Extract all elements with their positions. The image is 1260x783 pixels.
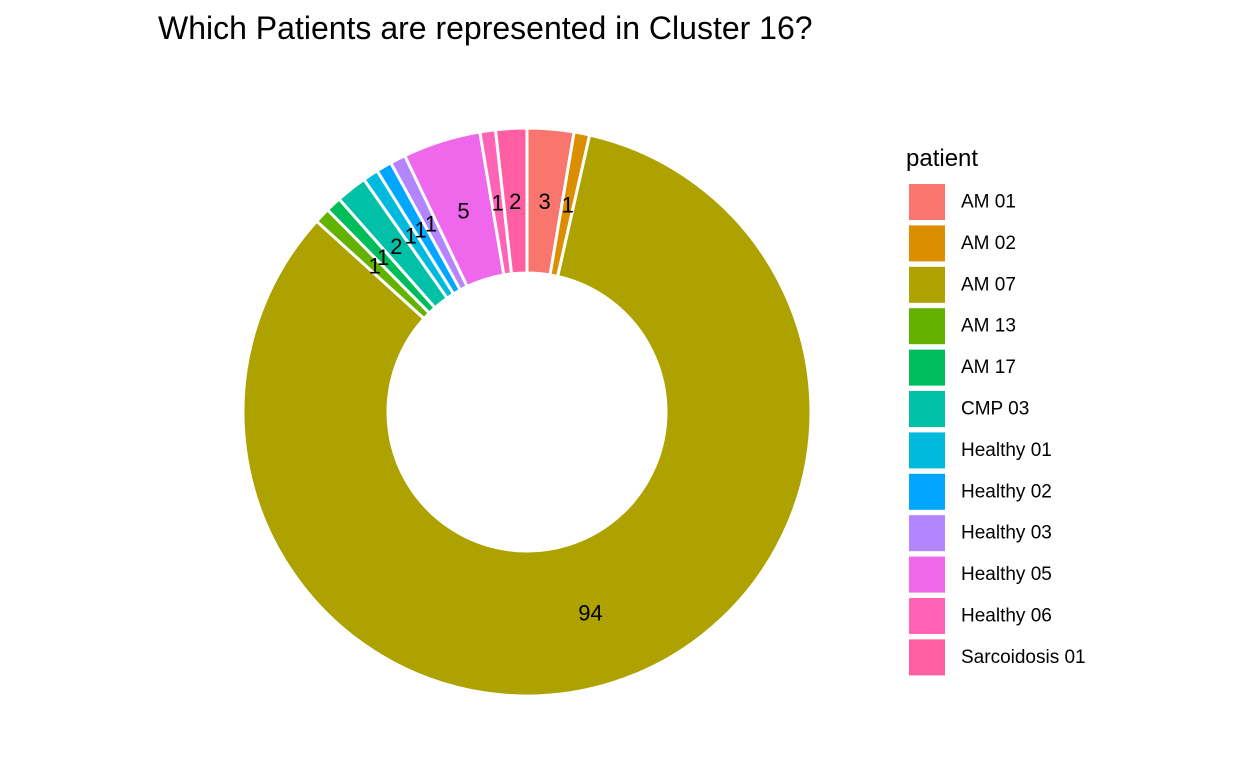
legend-key-am-02 [909, 225, 945, 262]
legend-label-healthy-03: Healthy 03 [961, 523, 1052, 544]
legend-key-cmp-03 [909, 391, 945, 427]
legend-title: patient [906, 145, 978, 172]
legend-label-sarcoidosis-01: Sarcoidosis 01 [961, 647, 1086, 668]
legend-label-cmp-03: CMP 03 [961, 399, 1029, 420]
legend-key-am-17 [909, 349, 945, 386]
legend-key-healthy-06 [909, 598, 945, 634]
slice-sarcoidosis-01 [493, 126, 529, 276]
legend-key-am-01 [909, 184, 945, 220]
slice-value-am-07: 94 [578, 601, 602, 626]
legend-key-sarcoidosis-01 [909, 639, 945, 676]
legend-label-am-02: AM 02 [961, 233, 1016, 254]
slice-value-healthy-05: 5 [457, 198, 469, 223]
slice-value-am-13: 1 [369, 253, 381, 278]
slice-value-healthy-01: 1 [405, 223, 417, 248]
legend-key-am-13 [909, 308, 945, 345]
legend-label-am-01: AM 01 [961, 192, 1016, 213]
slice-value-healthy-03: 1 [425, 212, 437, 237]
legend-label-healthy-06: Healthy 06 [961, 606, 1052, 627]
slice-value-am-01: 3 [538, 189, 550, 214]
legend-label-am-17: AM 17 [961, 357, 1016, 378]
slice-value-sarcoidosis-01: 2 [509, 189, 521, 214]
legend-label-healthy-02: Healthy 02 [961, 481, 1052, 502]
legend-label-am-07: AM 07 [961, 274, 1016, 295]
legend-key-healthy-05 [909, 556, 945, 593]
legend-key-am-07 [909, 266, 945, 303]
donut-slices [241, 126, 813, 698]
slice-value-am-17: 1 [377, 245, 389, 270]
slice-value-healthy-06: 1 [492, 191, 504, 216]
chart-title: Which Patients are represented in Cluste… [158, 10, 813, 46]
legend-label-healthy-05: Healthy 05 [961, 564, 1052, 585]
slice-am-07 [241, 133, 813, 698]
legend-key-healthy-01 [909, 432, 945, 469]
slice-value-healthy-02: 1 [415, 217, 427, 242]
legend-key-healthy-02 [909, 473, 945, 510]
legend-label-am-13: AM 13 [961, 316, 1016, 337]
legend-items: AM 01 AM 02 AM 07 AM 13 AM 17 CMP 03 Healthy 0… [909, 184, 1086, 676]
legend-label-healthy-01: Healthy 01 [961, 440, 1052, 461]
slice-value-cmp-03: 2 [390, 234, 402, 259]
legend: patient AM 01 AM 02 AM 07 AM 13 AM 17 CMP 03 H… [906, 145, 1086, 676]
slice-value-am-02: 1 [562, 192, 574, 217]
legend-key-healthy-03 [909, 515, 945, 552]
